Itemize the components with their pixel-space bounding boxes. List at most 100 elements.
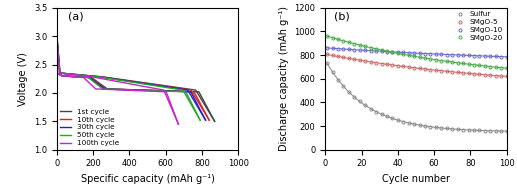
SMgO-20 xyxy=(351,43,357,45)
SMgO-10 xyxy=(433,53,439,55)
Line: SMgO-20: SMgO-20 xyxy=(326,35,508,70)
Sulfur xyxy=(465,129,472,131)
10th cycle xyxy=(54,35,60,37)
SMgO-5 xyxy=(493,74,499,77)
SMgO-10 xyxy=(335,47,341,50)
SMgO-20 xyxy=(340,40,346,42)
SMgO-20 xyxy=(428,58,434,60)
SMgO-20 xyxy=(329,37,336,39)
SMgO-20 xyxy=(362,45,368,48)
Sulfur xyxy=(471,129,477,131)
SMgO-5 xyxy=(498,75,504,77)
SMgO-10 xyxy=(329,47,336,50)
1st cycle xyxy=(75,74,81,76)
100th cycle xyxy=(170,110,176,113)
10th cycle xyxy=(107,77,113,79)
Line: 50th cycle: 50th cycle xyxy=(57,37,200,120)
SMgO-5 xyxy=(417,67,423,70)
SMgO-10 xyxy=(346,48,352,50)
SMgO-5 xyxy=(400,65,406,68)
SMgO-20 xyxy=(368,46,374,49)
SMgO-10 xyxy=(368,50,374,52)
SMgO-10 xyxy=(362,49,368,51)
SMgO-5 xyxy=(465,72,472,74)
Sulfur xyxy=(498,130,504,132)
Sulfur xyxy=(460,128,466,131)
SMgO-20 xyxy=(335,38,341,41)
Sulfur xyxy=(433,126,439,128)
Sulfur xyxy=(362,104,368,106)
SMgO-5 xyxy=(482,74,488,76)
SMgO-10 xyxy=(395,51,401,53)
SMgO-20 xyxy=(357,44,363,46)
Text: (a): (a) xyxy=(68,12,83,22)
Sulfur xyxy=(384,115,390,118)
SMgO-20 xyxy=(482,65,488,67)
Sulfur xyxy=(351,96,357,98)
SMgO-20 xyxy=(487,65,493,68)
10th cycle xyxy=(205,118,211,120)
50th cycle xyxy=(77,74,83,76)
Sulfur xyxy=(368,108,374,110)
100th cycle xyxy=(70,74,77,76)
SMgO-20 xyxy=(346,41,352,43)
Line: 1st cycle: 1st cycle xyxy=(57,36,215,121)
Sulfur xyxy=(400,120,406,123)
SMgO-5 xyxy=(460,72,466,74)
30th cycle xyxy=(196,108,202,110)
SMgO-10 xyxy=(449,54,455,56)
50th cycle xyxy=(73,74,79,76)
30th cycle xyxy=(202,118,208,120)
1st cycle xyxy=(211,120,218,122)
Sulfur xyxy=(411,123,417,125)
10th cycle xyxy=(56,61,62,64)
SMgO-10 xyxy=(384,50,390,53)
100th cycle xyxy=(73,74,80,76)
Sulfur xyxy=(417,124,423,126)
SMgO-5 xyxy=(324,53,330,56)
Sulfur xyxy=(476,129,482,132)
30th cycle xyxy=(78,74,84,76)
SMgO-20 xyxy=(373,48,379,50)
SMgO-10 xyxy=(378,50,385,52)
SMgO-5 xyxy=(373,62,379,64)
SMgO-5 xyxy=(357,59,363,61)
50th cycle xyxy=(197,119,203,121)
10th cycle xyxy=(74,74,81,76)
SMgO-20 xyxy=(476,64,482,67)
SMgO-20 xyxy=(400,53,406,55)
10th cycle xyxy=(200,108,206,110)
30th cycle xyxy=(74,74,80,76)
SMgO-20 xyxy=(417,56,423,58)
SMgO-20 xyxy=(460,62,466,65)
30th cycle xyxy=(54,36,60,38)
Line: 10th cycle: 10th cycle xyxy=(57,36,209,120)
Sulfur xyxy=(454,128,461,130)
SMgO-10 xyxy=(357,49,363,51)
Sulfur xyxy=(422,125,428,127)
SMgO-20 xyxy=(449,61,455,63)
50th cycle xyxy=(191,108,197,110)
SMgO-10 xyxy=(428,53,434,55)
SMgO-20 xyxy=(438,60,445,62)
Line: 100th cycle: 100th cycle xyxy=(57,38,178,124)
SMgO-20 xyxy=(324,35,330,37)
SMgO-10 xyxy=(406,52,412,54)
SMgO-10 xyxy=(444,53,450,56)
SMgO-20 xyxy=(471,64,477,66)
SMgO-10 xyxy=(460,54,466,56)
Sulfur xyxy=(493,130,499,132)
Sulfur xyxy=(378,113,385,115)
50th cycle xyxy=(104,77,110,79)
SMgO-10 xyxy=(351,49,357,51)
Sulfur xyxy=(487,130,493,132)
SMgO-5 xyxy=(384,63,390,65)
SMgO-10 xyxy=(498,55,504,58)
SMgO-5 xyxy=(428,69,434,71)
SMgO-5 xyxy=(438,70,445,72)
SMgO-10 xyxy=(340,48,346,50)
Sulfur xyxy=(444,127,450,130)
SMgO-20 xyxy=(498,67,504,69)
SMgO-5 xyxy=(378,62,385,65)
SMgO-5 xyxy=(411,67,417,69)
